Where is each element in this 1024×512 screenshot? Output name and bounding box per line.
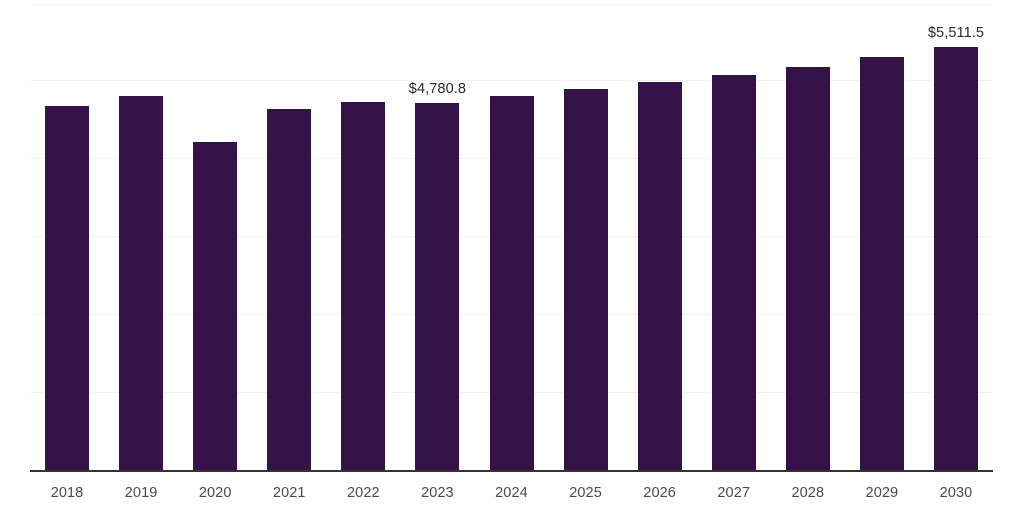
bar-group [341, 101, 386, 470]
bar-group [489, 95, 534, 470]
bar-value-label: $4,780.8 [408, 81, 467, 98]
bar[interactable] [415, 103, 460, 470]
bar[interactable] [119, 95, 164, 470]
x-axis-tick-2030: 2030 [939, 485, 973, 501]
x-axis-line [30, 470, 993, 472]
x-axis-tick-2025: 2025 [569, 485, 602, 501]
bar[interactable] [45, 105, 90, 470]
x-axis-tick-2019: 2019 [124, 485, 158, 501]
bar-group [45, 105, 90, 470]
bar-group [637, 81, 682, 470]
plot-area: $4,780.8 $5,511.5 [30, 0, 993, 471]
gridline [30, 80, 993, 81]
bar-group [711, 74, 756, 470]
bar-group [785, 67, 830, 470]
bar-group [193, 141, 238, 470]
bar[interactable] [341, 101, 386, 470]
bar[interactable] [933, 47, 978, 470]
bar-group: $4,780.8 [409, 81, 466, 470]
bar[interactable] [859, 57, 904, 470]
x-axis-tick-2023: 2023 [421, 485, 454, 501]
bars-layer: $4,780.8 $5,511.5 [30, 0, 993, 471]
x-axis-tick-2021: 2021 [272, 485, 306, 501]
x-axis-tick-2018: 2018 [50, 485, 84, 501]
bar-group [267, 108, 312, 470]
bar[interactable] [563, 88, 608, 470]
x-axis-labels: 2018 2019 2020 2021 2022 2023 2024 2025 2026 2027… [30, 480, 993, 512]
x-axis-tick-2028: 2028 [791, 485, 825, 501]
bar-group [119, 95, 164, 470]
x-axis-tick-2020: 2020 [198, 485, 232, 501]
bar-group [563, 88, 608, 470]
bar[interactable] [267, 108, 312, 470]
bar[interactable] [711, 74, 756, 470]
x-axis-tick-2026: 2026 [643, 485, 676, 501]
x-axis-tick-2027: 2027 [717, 485, 751, 501]
bar[interactable] [785, 67, 830, 470]
x-axis-tick-2029: 2029 [865, 485, 899, 501]
bar-group: $5,511.5 [928, 25, 984, 470]
x-axis-tick-2022: 2022 [346, 485, 380, 501]
bar[interactable] [637, 81, 682, 470]
bar[interactable] [193, 141, 238, 470]
bar-value-label: $5,511.5 [927, 25, 985, 42]
bar-group [859, 57, 904, 470]
x-axis-tick-2024: 2024 [495, 485, 528, 501]
gridline [30, 4, 993, 5]
bar[interactable] [489, 95, 534, 470]
